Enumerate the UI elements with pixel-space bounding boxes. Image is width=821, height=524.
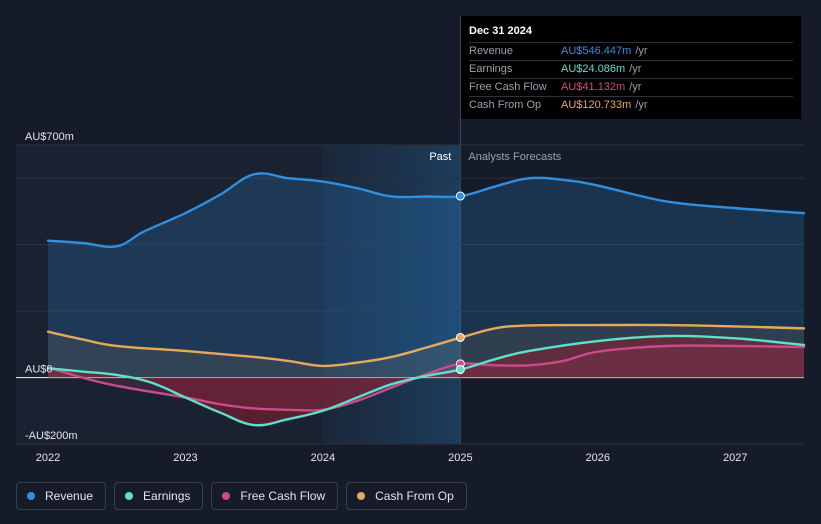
x-tick-label: 2025 — [448, 452, 472, 464]
legend-label: Free Cash Flow — [240, 489, 326, 503]
y-axis-label: AU$0 — [25, 364, 53, 376]
tooltip-date: Dec 31 2024 — [469, 24, 793, 43]
earnings-line — [46, 334, 806, 427]
legend-label: Revenue — [45, 489, 94, 503]
legend-item-revenue[interactable]: Revenue — [16, 482, 107, 510]
x-tick-label: 2023 — [173, 452, 197, 464]
tooltip-row-cash-from-op: Cash From Op AU$120.733m /yr — [469, 97, 793, 114]
legend-dot-icon — [27, 492, 35, 500]
tooltip-row-earnings: Earnings AU$24.086m /yr — [469, 61, 793, 79]
cash-from-op-marker — [455, 332, 465, 342]
x-tick-label: 2024 — [311, 452, 335, 464]
tooltip: Dec 31 2024 Revenue AU$546.447m /yr Earn… — [461, 16, 801, 119]
tooltip-value: AU$120.733m — [561, 99, 632, 111]
earnings-marker — [455, 365, 465, 375]
tooltip-value: AU$24.086m — [561, 63, 626, 75]
tooltip-unit: /yr — [635, 99, 648, 111]
tooltip-label: Cash From Op — [469, 99, 542, 111]
tooltip-unit: /yr — [629, 81, 642, 93]
revenue-marker — [455, 191, 465, 201]
forecast-label: Analysts Forecasts — [468, 151, 561, 163]
legend-item-earnings[interactable]: Earnings — [114, 482, 204, 510]
x-tick-label: 2026 — [586, 452, 610, 464]
legend-label: Earnings — [143, 489, 191, 503]
tooltip-row-revenue: Revenue AU$546.447m /yr — [469, 43, 793, 61]
legend-label: Cash From Op — [375, 489, 454, 503]
tooltip-unit: /yr — [629, 63, 642, 75]
financial-chart: AU$700m AU$0 -AU$200m 2022 2023 2024 2025 2026 2… — [16, 16, 806, 464]
earnings-area — [48, 335, 804, 426]
revenue-line — [46, 172, 806, 249]
tooltip-label: Revenue — [469, 45, 514, 57]
legend-dot-icon — [125, 492, 134, 500]
x-tick-label: 2027 — [723, 452, 747, 464]
tooltip-label: Earnings — [469, 63, 513, 75]
x-tick-label: 2022 — [36, 452, 60, 464]
tooltip-row-free-cash-flow: Free Cash Flow AU$41.132m /yr — [469, 79, 793, 97]
legend-item-free-cash-flow[interactable]: Free Cash Flow — [211, 482, 339, 510]
y-axis-label: -AU$200m — [25, 430, 78, 442]
legend: Revenue Earnings Free Cash Flow Cash Fro… — [16, 482, 467, 510]
legend-dot-icon — [222, 492, 231, 500]
legend-dot-icon — [357, 492, 366, 500]
past-label: Past — [429, 151, 451, 163]
revenue-area — [48, 173, 804, 378]
tooltip-unit: /yr — [635, 45, 648, 57]
tooltip-value: AU$546.447m — [561, 45, 632, 57]
cash-from-op-line — [46, 323, 806, 368]
y-axis-label: AU$700m — [25, 131, 74, 143]
tooltip-value: AU$41.132m — [561, 81, 626, 93]
tooltip-label: Free Cash Flow — [469, 81, 547, 93]
legend-item-cash-from-op[interactable]: Cash From Op — [346, 482, 467, 510]
